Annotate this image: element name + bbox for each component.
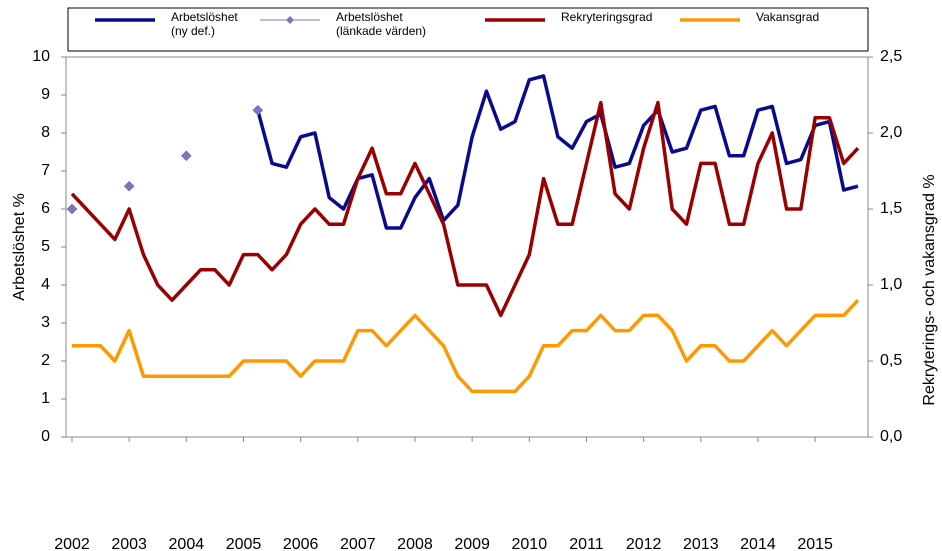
x-tick-label: 2004 [169,536,205,551]
x-tick-label: 2013 [683,536,719,551]
series-line [72,299,860,394]
legend-box [67,7,869,52]
x-tick-label: 2003 [111,536,147,551]
legend-item: Arbetslöshet (länkade värden) [260,10,426,38]
legend-label: Vakansgrad [756,10,819,24]
y-tick-label: 5 [41,238,50,255]
legend-item: Vakansgrad [680,10,819,24]
y-tick-label: 6 [41,200,50,217]
x-tick-label: 2006 [283,536,319,551]
legend-label: Rekryteringsgrad [561,10,652,24]
x-tick-label: 2005 [226,536,262,551]
y-tick-label: 2 [41,352,50,369]
x-tick-label: 2008 [397,536,433,551]
y2-tick-label: 2,0 [880,124,902,141]
y-axis-label: Arbetslöshet % [11,193,28,301]
marker [123,180,135,192]
legend-marker [286,16,294,24]
y2-axis-label: Rekryterings- och vakansgrad % [921,174,938,405]
y2-tick-label: 1,0 [880,276,902,293]
marker [66,203,78,215]
plot-frame [65,56,869,438]
x-tick-label: 2011 [569,536,604,551]
y-tick-label: 1 [41,390,50,407]
y2-tick-label: 0,5 [880,352,902,369]
x-tick-label: 2009 [454,536,490,551]
x-tick-label: 2014 [740,536,776,551]
y-tick-label: 4 [41,276,50,293]
marker [180,150,192,162]
y-tick-label: 8 [41,124,50,141]
legend-label: Arbetslöshet (länkade värden) [336,10,426,38]
marker [252,104,264,116]
series-line [70,100,860,318]
x-tick-label: 2015 [797,536,833,551]
y-tick-label: 3 [41,314,50,331]
y2-tick-label: 2,5 [880,48,902,65]
legend-item: Rekryteringsgrad [485,10,652,24]
x-tick-label: 2007 [340,536,376,551]
y-tick-label: 10 [32,48,50,65]
y-tick-label: 0 [41,428,50,445]
x-tick-label: 2012 [626,536,662,551]
y-tick-label: 7 [41,162,50,179]
x-tick-label: 2010 [512,536,548,551]
x-tick-label: 2002 [54,536,90,551]
legend-item: Arbetslöshet (ny def.) [95,10,238,38]
y2-tick-label: 0,0 [880,428,902,445]
y-tick-label: 9 [41,86,50,103]
y2-tick-label: 1,5 [880,200,902,217]
legend-label: Arbetslöshet (ny def.) [171,10,238,38]
